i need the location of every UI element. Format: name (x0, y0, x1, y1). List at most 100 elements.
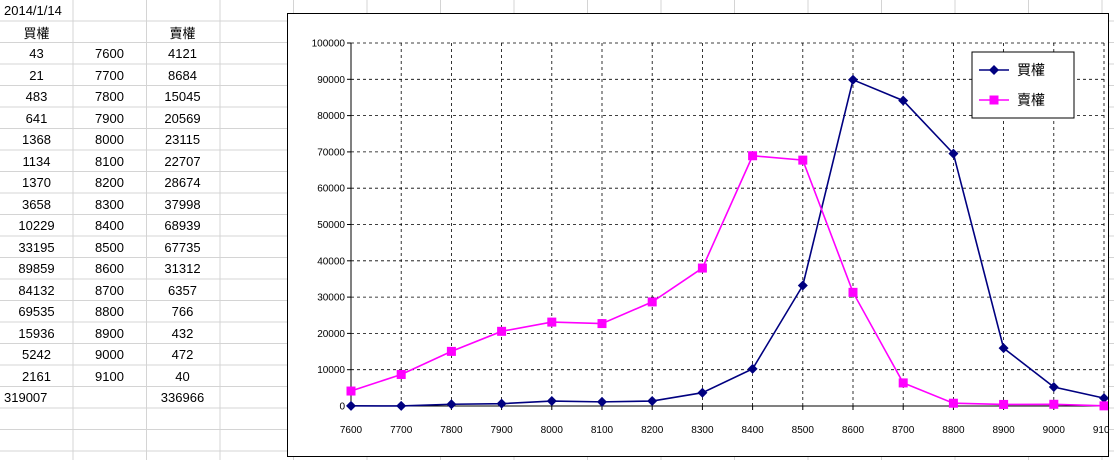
header-row: 買權 賣權 (0, 22, 219, 44)
call-point (496, 398, 507, 409)
call-cell[interactable]: 21 (29, 67, 44, 83)
call-point (1099, 393, 1108, 404)
call-header-cell[interactable]: 買權 (23, 25, 50, 41)
strike-cell[interactable]: 7600 (95, 46, 124, 62)
call-point (948, 148, 959, 159)
strike-cell[interactable]: 7700 (95, 67, 124, 83)
call-cell[interactable]: 483 (25, 89, 48, 105)
strike-cell[interactable]: 8100 (95, 153, 124, 169)
table-row: 84132 8700 6357 (0, 280, 219, 302)
legend-box (971, 51, 1075, 119)
x-tick-label: 8100 (591, 425, 614, 436)
call-cell[interactable]: 43 (29, 46, 44, 62)
call-point (346, 400, 356, 411)
strike-cell[interactable]: 7900 (95, 110, 124, 126)
strike-cell[interactable]: 8700 (95, 282, 124, 298)
strike-cell[interactable]: 8200 (95, 175, 124, 191)
table-row: 33195 8500 67735 (0, 237, 219, 259)
put-cell[interactable]: 8684 (168, 67, 197, 83)
call-cell[interactable]: 10229 (18, 218, 55, 234)
chart-area[interactable]: 0 10000 20000 30000 40000 50000 60000 70000 8000… (287, 13, 1109, 457)
call-cell[interactable]: 84132 (18, 282, 55, 298)
put-point (597, 319, 607, 329)
put-point (848, 287, 858, 297)
strike-cell[interactable]: 9000 (95, 347, 124, 363)
call-point (747, 363, 758, 374)
table-row: 10229 8400 68939 (0, 215, 219, 237)
put-cell[interactable]: 20569 (164, 110, 201, 126)
y-tick-label: 20000 (317, 329, 345, 340)
strike-cell[interactable]: 8500 (95, 239, 124, 255)
empty-cell[interactable] (73, 387, 146, 409)
put-cell[interactable]: 23115 (164, 132, 201, 148)
y-tick-label: 30000 (317, 293, 345, 304)
table-row: 43 7600 4121 (0, 43, 219, 65)
call-point (597, 396, 607, 407)
strike-cell[interactable]: 9100 (95, 368, 124, 384)
series-line (350, 78, 1105, 407)
total-row: 319007 336966 (0, 387, 219, 409)
strike-cell[interactable]: 7800 (95, 89, 124, 105)
put-cell[interactable]: 15045 (164, 89, 201, 105)
x-tick-label: 8300 (691, 425, 714, 436)
call-cell[interactable]: 1134 (22, 153, 51, 169)
put-cell[interactable]: 766 (171, 304, 194, 320)
call-cell[interactable]: 1370 (22, 175, 51, 191)
put-cell[interactable]: 6357 (168, 282, 197, 298)
call-point (1048, 381, 1059, 392)
x-tick-label: 9100 (1093, 425, 1108, 436)
y-tick-label: 10000 (317, 365, 345, 376)
put-cell[interactable]: 22707 (164, 153, 201, 169)
legend-marker (989, 95, 999, 105)
date-cell[interactable]: 2014/1/14 (4, 3, 62, 19)
put-cell[interactable]: 40 (175, 368, 190, 384)
call-cell[interactable]: 641 (25, 110, 48, 126)
put-point (898, 378, 908, 388)
x-tick-label: 7800 (440, 425, 463, 436)
put-cell[interactable]: 28674 (164, 175, 201, 191)
total-call-cell[interactable]: 319007 (4, 390, 48, 406)
y-tick-label: 100000 (312, 39, 346, 50)
call-point (446, 399, 457, 410)
put-point (948, 398, 958, 408)
series-line (350, 154, 1105, 407)
call-cell[interactable]: 3658 (22, 196, 51, 212)
put-cell[interactable]: 37998 (164, 196, 201, 212)
put-cell[interactable]: 472 (171, 347, 194, 363)
put-point (647, 297, 657, 307)
put-point (396, 369, 406, 379)
call-cell[interactable]: 1368 (22, 132, 51, 148)
call-cell[interactable]: 33195 (18, 239, 55, 255)
total-put-cell[interactable]: 336966 (160, 390, 205, 406)
strike-cell[interactable]: 8400 (95, 218, 124, 234)
call-point (546, 396, 557, 407)
put-point (497, 326, 507, 336)
put-point (1049, 399, 1059, 409)
call-cell[interactable]: 89859 (18, 261, 55, 277)
table-row: 2161 9100 40 (0, 366, 219, 388)
put-cell[interactable]: 31312 (164, 261, 201, 277)
x-tick-label: 8600 (842, 425, 865, 436)
put-point (697, 263, 707, 273)
strike-cell[interactable]: 8800 (95, 304, 124, 320)
strike-cell[interactable]: 8300 (95, 196, 124, 212)
put-header-cell[interactable]: 賣權 (169, 25, 196, 41)
x-tick-label: 7700 (390, 425, 413, 436)
put-cell[interactable]: 432 (171, 325, 194, 341)
legend-label: 買權 (1017, 63, 1045, 79)
call-point (647, 396, 658, 407)
x-tick-label: 7600 (340, 425, 363, 436)
put-cell[interactable]: 67735 (164, 239, 201, 255)
put-point (547, 317, 557, 327)
strike-cell[interactable]: 8000 (95, 132, 124, 148)
strike-cell[interactable]: 8900 (95, 325, 124, 341)
call-cell[interactable]: 69535 (18, 304, 55, 320)
y-tick-label: 0 (339, 402, 345, 413)
call-cell[interactable]: 15936 (18, 325, 55, 341)
table-row: 1370 8200 28674 (0, 172, 219, 194)
put-cell[interactable]: 68939 (164, 218, 201, 234)
call-cell[interactable]: 5242 (22, 347, 51, 363)
call-cell[interactable]: 2161 (22, 368, 51, 384)
strike-cell[interactable]: 8600 (95, 261, 124, 277)
put-cell[interactable]: 4121 (168, 46, 197, 62)
